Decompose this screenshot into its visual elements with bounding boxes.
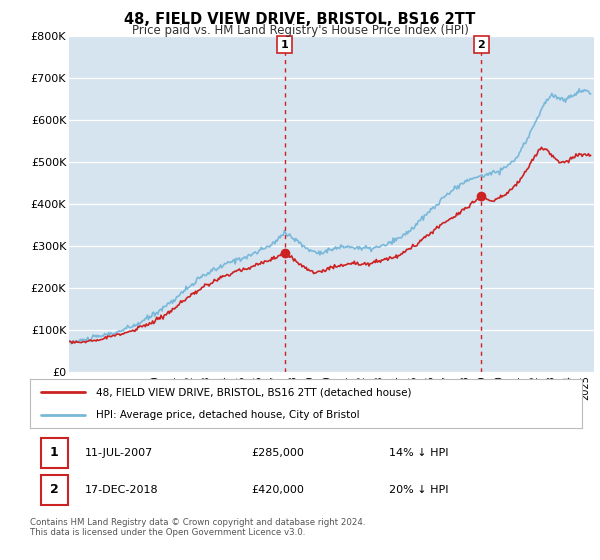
Text: 11-JUL-2007: 11-JUL-2007 [85,448,154,458]
Text: Contains HM Land Registry data © Crown copyright and database right 2024.
This d: Contains HM Land Registry data © Crown c… [30,518,365,538]
Text: Price paid vs. HM Land Registry's House Price Index (HPI): Price paid vs. HM Land Registry's House … [131,24,469,36]
FancyBboxPatch shape [41,438,68,468]
Text: 20% ↓ HPI: 20% ↓ HPI [389,484,448,494]
Text: £420,000: £420,000 [251,484,304,494]
Text: £285,000: £285,000 [251,448,304,458]
Text: 48, FIELD VIEW DRIVE, BRISTOL, BS16 2TT: 48, FIELD VIEW DRIVE, BRISTOL, BS16 2TT [124,12,476,27]
Text: 2: 2 [50,483,59,496]
Text: 1: 1 [50,446,59,459]
Text: 17-DEC-2018: 17-DEC-2018 [85,484,159,494]
Text: HPI: Average price, detached house, City of Bristol: HPI: Average price, detached house, City… [96,410,360,420]
Text: 48, FIELD VIEW DRIVE, BRISTOL, BS16 2TT (detached house): 48, FIELD VIEW DRIVE, BRISTOL, BS16 2TT … [96,388,412,398]
Text: 14% ↓ HPI: 14% ↓ HPI [389,448,448,458]
Text: 2: 2 [478,40,485,50]
Text: 1: 1 [281,40,289,50]
FancyBboxPatch shape [41,475,68,505]
